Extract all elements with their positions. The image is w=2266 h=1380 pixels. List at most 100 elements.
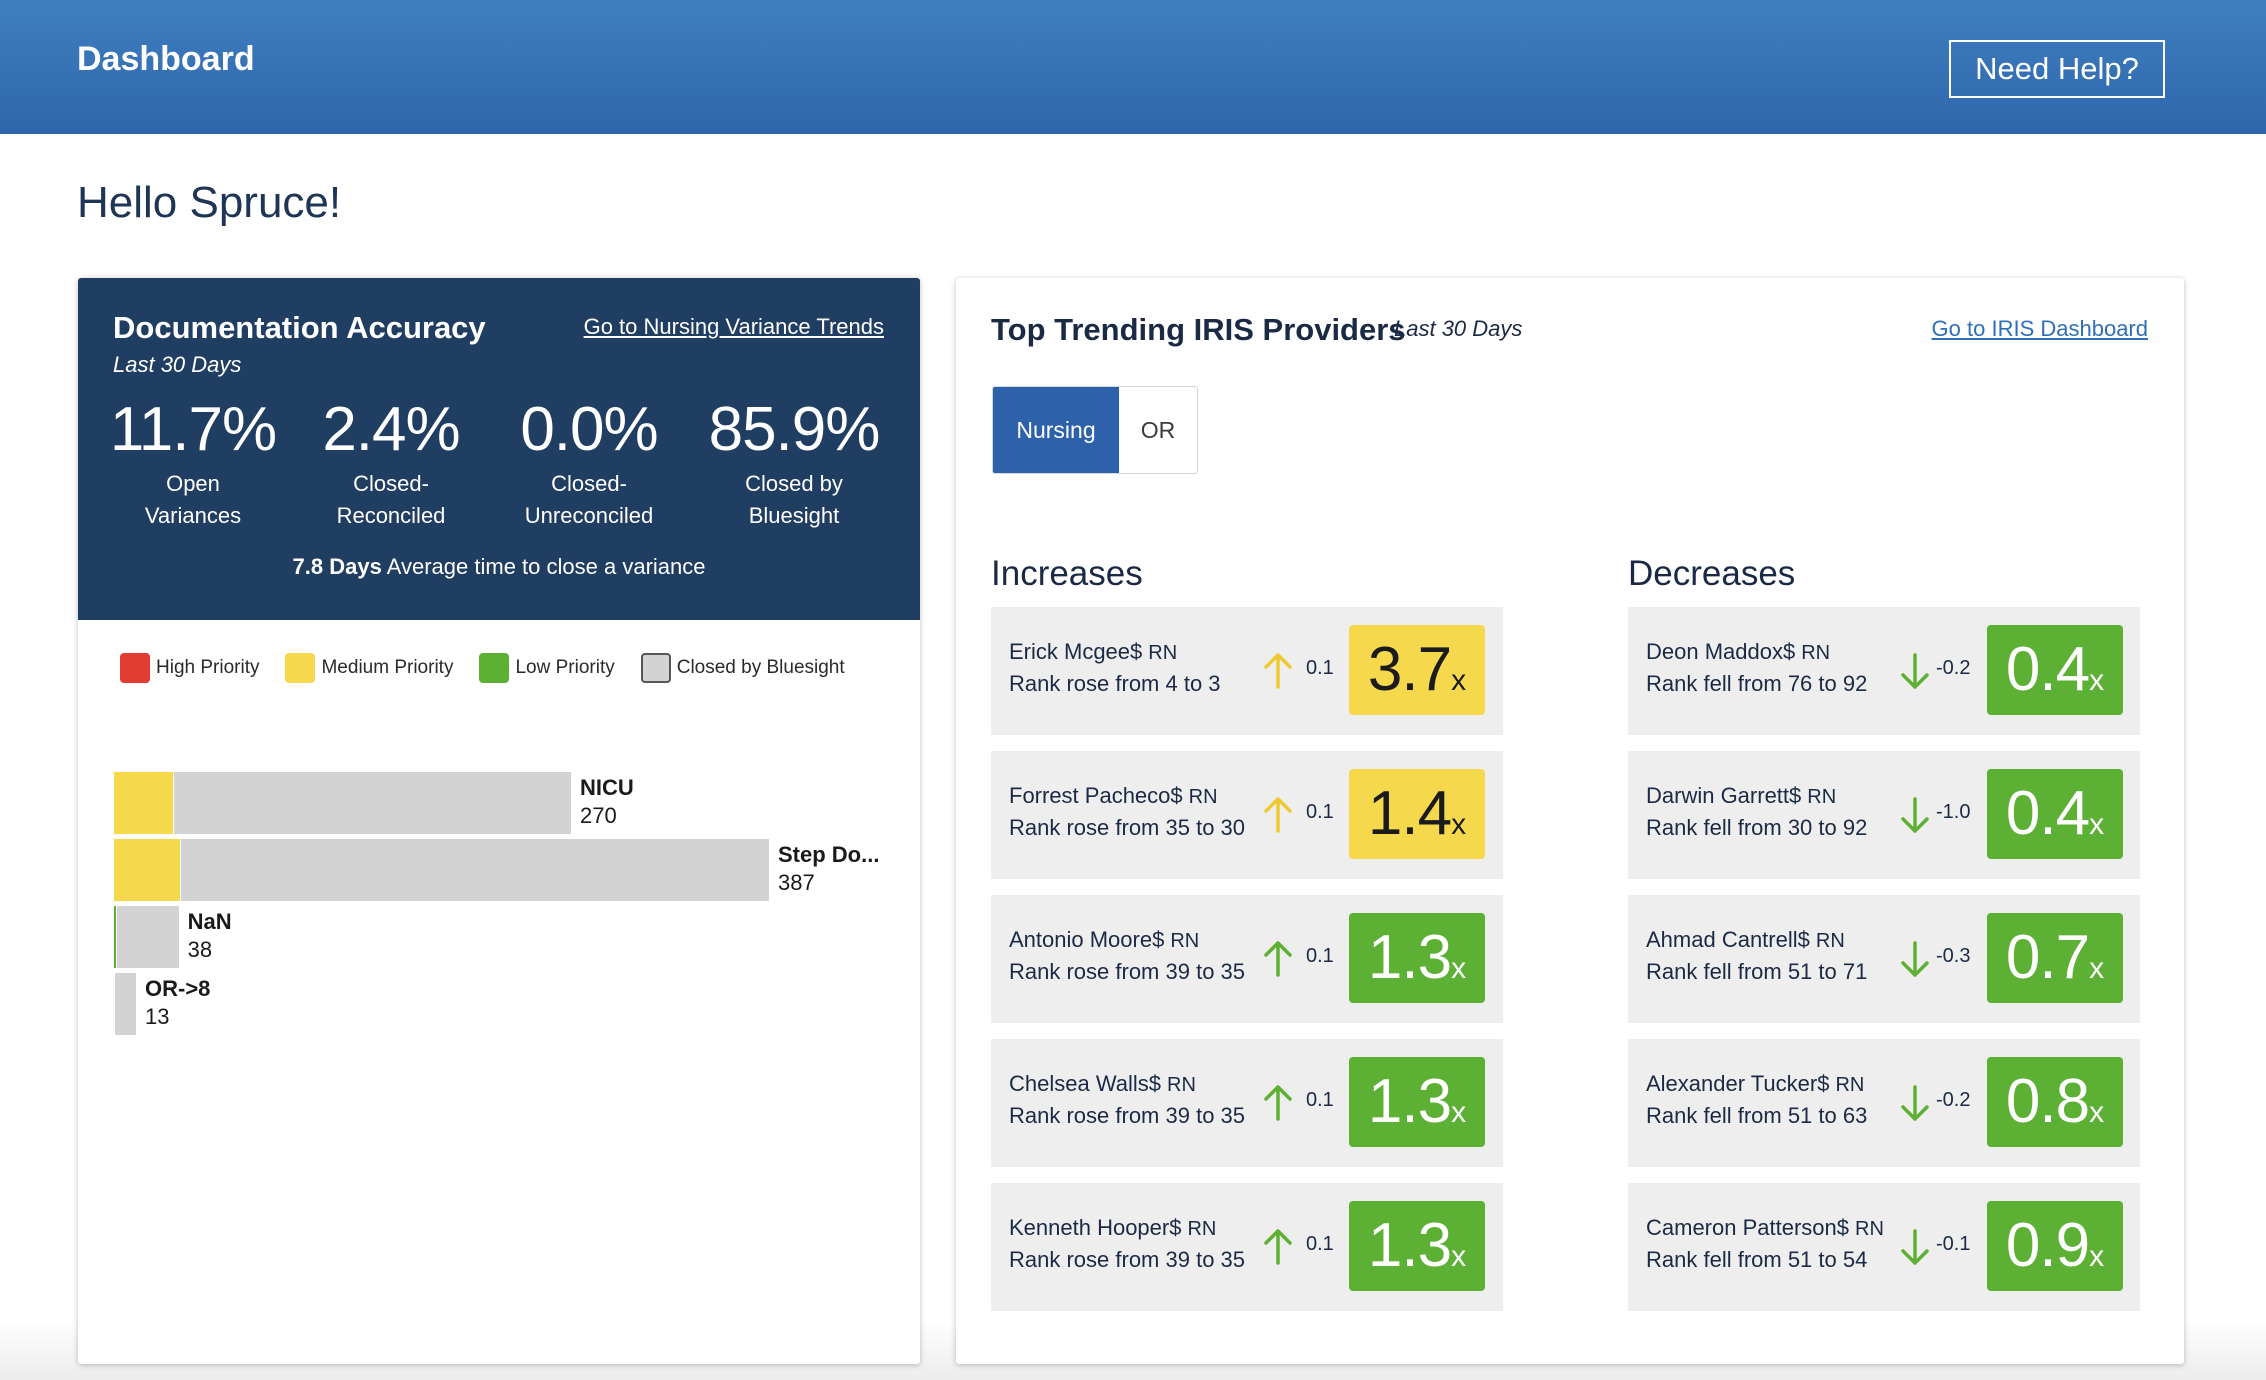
legend-swatch <box>479 653 510 683</box>
arrow-up-icon <box>1261 939 1295 979</box>
arrow-up-icon <box>1261 651 1295 691</box>
legend-swatch <box>285 653 316 683</box>
arrow-down-icon <box>1898 651 1932 691</box>
nursing-variance-trends-link[interactable]: Go to Nursing Variance Trends <box>583 314 884 339</box>
accuracy-title: Documentation Accuracy <box>113 310 486 345</box>
legend-closed-by-bluesight: Closed by Bluesight <box>640 653 845 683</box>
provider-card[interactable]: Deon Maddox$ RN Rank fell from 76 to 92 -0.… <box>1628 607 2140 735</box>
provider-score-badge: 3.7x <box>1349 625 1485 715</box>
provider-rank-change: Rank rose from 39 to 35 <box>1009 959 1246 984</box>
stat-open-variances: 11.7% Open Variances <box>93 394 293 532</box>
trending-subtitle: Last 30 Days <box>1394 316 1523 341</box>
provider-change-value: 0.1 <box>1306 801 1334 823</box>
provider-change-value: -0.2 <box>1936 1089 1971 1111</box>
provider-card[interactable]: Darwin Garrett$ RN Rank fell from 30 to 92… <box>1628 751 2140 879</box>
provider-rank-change: Rank rose from 39 to 35 <box>1009 1103 1246 1128</box>
bar-label: NICU 270 <box>579 775 634 828</box>
provider-score-badge: 0.9x <box>1987 1201 2123 1291</box>
provider-rank-change: Rank rose from 39 to 35 <box>1009 1247 1246 1272</box>
provider-rank-change: Rank fell from 51 to 63 <box>1646 1103 1868 1128</box>
provider-score-badge: 0.4x <box>1987 625 2123 715</box>
stat-value: 0.0% <box>520 395 658 464</box>
provider-card[interactable]: Ahmad Cantrell$ RN Rank fell from 51 to 71… <box>1628 895 2140 1023</box>
arrow-down-icon <box>1898 939 1932 979</box>
increases-heading: Increases <box>991 554 1143 593</box>
bar-segment[interactable] <box>180 839 769 901</box>
iris-dashboard-link[interactable]: Go to IRIS Dashboard <box>1931 316 2148 341</box>
stat-value: 2.4% <box>322 395 460 464</box>
provider-change-value: 0.1 <box>1306 945 1334 967</box>
stat-closed-unreconciled: 0.0% Closed- Unreconciled <box>489 394 689 532</box>
provider-name: Alexander Tucker$ RN <box>1646 1071 1865 1096</box>
provider-rank-change: Rank fell from 76 to 92 <box>1646 671 1868 696</box>
provider-rank-change: Rank fell from 51 to 54 <box>1646 1247 1868 1272</box>
bar-segment[interactable] <box>173 772 571 834</box>
stat-value: 85.9% <box>708 395 881 464</box>
provider-score-badge: 0.4x <box>1987 769 2123 859</box>
bar-segment[interactable] <box>114 839 180 901</box>
tab-nursing[interactable]: Nursing <box>993 387 1119 473</box>
top-bar: Dashboard Need Help? <box>0 0 2266 134</box>
provider-name: Antonio Moore$ RN <box>1009 927 1200 952</box>
greeting: Hello Spruce! <box>77 178 342 227</box>
provider-change-value: -0.2 <box>1936 657 1971 679</box>
provider-name: Erick Mcgee$ RN <box>1009 639 1178 664</box>
provider-change-value: 0.1 <box>1306 657 1334 679</box>
stat-label: Open Variances <box>144 471 242 528</box>
provider-type-tabs: Nursing OR <box>992 386 1198 474</box>
provider-card[interactable]: Cameron Patterson$ RN Rank fell from 51 to… <box>1628 1183 2140 1311</box>
arrow-up-icon <box>1261 1227 1295 1267</box>
provider-name: Ahmad Cantrell$ RN <box>1646 927 1845 952</box>
provider-change-value: -1.0 <box>1936 801 1971 823</box>
provider-rank-change: Rank rose from 35 to 30 <box>1009 815 1246 840</box>
provider-card[interactable]: Kenneth Hooper$ RN Rank rose from 39 to 35… <box>991 1183 1503 1311</box>
provider-score-badge: 1.3x <box>1349 1057 1485 1147</box>
accuracy-summary: Documentation Accuracy Last 30 Days Go t… <box>78 278 920 620</box>
stat-closed-reconciled: 2.4% Closed- Reconciled <box>291 394 491 532</box>
accuracy-subtitle: Last 30 Days <box>113 352 242 377</box>
stat-value: 11.7% <box>109 395 277 464</box>
provider-name: Darwin Garrett$ RN <box>1646 783 1837 808</box>
provider-name: Kenneth Hooper$ RN <box>1009 1215 1217 1240</box>
bar-segment[interactable] <box>114 906 116 968</box>
arrow-up-icon <box>1261 795 1295 835</box>
app-title: Dashboard <box>77 40 255 78</box>
decreases-heading: Decreases <box>1628 554 1796 593</box>
documentation-accuracy-card: Documentation Accuracy Last 30 Days Go t… <box>78 278 920 1364</box>
bar-segment[interactable] <box>114 973 136 1035</box>
provider-name: Forrest Pacheco$ RN <box>1009 783 1218 808</box>
bar-label: NaN 38 <box>187 909 232 962</box>
provider-change-value: 0.1 <box>1306 1233 1334 1255</box>
provider-change-value: -0.1 <box>1936 1233 1971 1255</box>
trending-title: Top Trending IRIS Providers <box>991 312 1406 347</box>
bar-segment[interactable] <box>114 772 174 834</box>
chart-legend: High Priority Medium Priority Low Priori… <box>120 652 871 684</box>
arrow-down-icon <box>1898 1083 1932 1123</box>
stat-label: Closed- Unreconciled <box>524 471 654 528</box>
main-content: Hello Spruce! Documentation Accuracy Las… <box>0 134 2266 1380</box>
provider-card[interactable]: Antonio Moore$ RN Rank rose from 39 to 35 0… <box>991 895 1503 1023</box>
legend-high-priority: High Priority <box>120 653 259 683</box>
bar-segment[interactable] <box>116 906 179 968</box>
need-help-button[interactable]: Need Help? <box>1949 40 2165 98</box>
arrow-down-icon <box>1898 795 1932 835</box>
bar-label: Step Do... 387 <box>778 842 880 895</box>
provider-score-badge: 1.4x <box>1349 769 1485 859</box>
legend-swatch <box>640 653 671 683</box>
arrow-down-icon <box>1898 1227 1932 1267</box>
provider-score-badge: 1.3x <box>1349 913 1485 1003</box>
average-close-time: 7.8 Days Average time to close a varianc… <box>292 554 706 579</box>
provider-card[interactable]: Chelsea Walls$ RN Rank rose from 39 to 35 0… <box>991 1039 1503 1167</box>
top-trending-card: Top Trending IRIS Providers Last 30 Days… <box>956 278 2184 1364</box>
provider-card[interactable]: Alexander Tucker$ RN Rank fell from 51 to … <box>1628 1039 2140 1167</box>
provider-score-badge: 0.8x <box>1987 1057 2123 1147</box>
provider-card[interactable]: Erick Mcgee$ RN Rank rose from 4 to 3 0.1 3.… <box>991 607 1503 735</box>
stat-label: Closed by Bluesight <box>745 471 843 528</box>
provider-rank-change: Rank fell from 51 to 71 <box>1646 959 1868 984</box>
bar-label: OR->8 13 <box>145 976 211 1029</box>
provider-card[interactable]: Forrest Pacheco$ RN Rank rose from 35 to 3… <box>991 751 1503 879</box>
legend-low-priority: Low Priority <box>479 653 615 683</box>
tab-or[interactable]: OR <box>1119 387 1197 473</box>
provider-name: Deon Maddox$ RN <box>1646 639 1831 664</box>
provider-change-value: 0.1 <box>1306 1089 1334 1111</box>
